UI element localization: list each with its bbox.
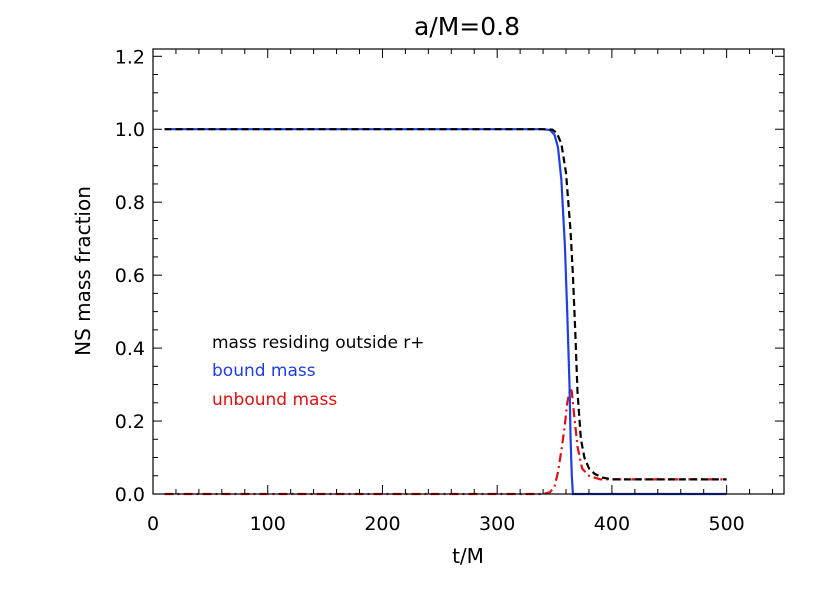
ticks-layer: 0 100 200 300 400 500 0.0 0.2 0.4 0.6 0.8 1.0 1.2 bbox=[115, 46, 784, 535]
y-axis-title: NS mass fraction bbox=[71, 186, 95, 356]
x-tick-label: 300 bbox=[479, 513, 515, 535]
y-tick-label: 0.4 bbox=[115, 338, 145, 360]
series-layer bbox=[164, 128, 727, 496]
x-tick-label: 200 bbox=[364, 513, 400, 535]
legend-item-bound: bound mass bbox=[212, 361, 316, 381]
y-tick-label: 1.0 bbox=[115, 119, 145, 141]
legend-item-outside: mass residing outside r+ bbox=[212, 333, 425, 353]
y-tick-label: 0.2 bbox=[115, 411, 145, 433]
y-tick-label: 0.8 bbox=[115, 192, 145, 214]
plot-frame bbox=[152, 48, 785, 495]
x-tick-label: 500 bbox=[709, 513, 745, 535]
series-line-mass-residing-outside-r bbox=[164, 128, 727, 481]
y-tick-label: 0.0 bbox=[115, 484, 145, 506]
x-tick-label: 400 bbox=[594, 513, 630, 535]
y-tick-label: 0.6 bbox=[115, 265, 145, 287]
chart-title: a/M=0.8 bbox=[414, 12, 520, 41]
legend: mass residing outside r+ bound mass unbo… bbox=[212, 333, 425, 410]
y-tick-label: 1.2 bbox=[115, 46, 145, 68]
x-axis-title: t/M bbox=[452, 544, 484, 568]
series-line-bound-mass bbox=[164, 128, 727, 496]
legend-item-unbound: unbound mass bbox=[212, 390, 337, 410]
x-tick-label: 100 bbox=[250, 513, 286, 535]
x-tick-label: 0 bbox=[147, 513, 159, 535]
